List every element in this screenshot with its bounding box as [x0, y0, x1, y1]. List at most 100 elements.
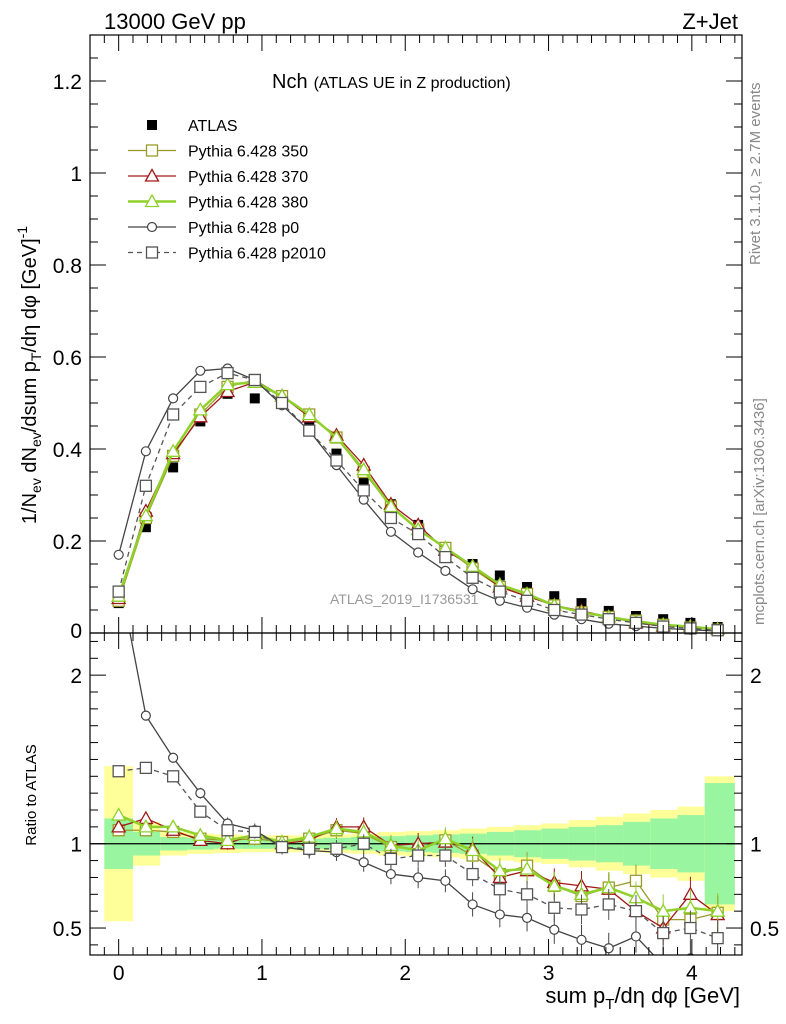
data-point	[684, 622, 697, 635]
data-point	[330, 454, 343, 467]
ratio-pythia-6-428-p2010	[112, 761, 724, 955]
rivet-version-label: Rivet 3.1.10, ≥ 2.7M events	[747, 83, 764, 266]
ratio-point	[194, 805, 207, 818]
ratio-point	[657, 926, 670, 940]
data-point	[467, 584, 478, 595]
legend-entry: Pythia 6.428 380	[128, 193, 308, 212]
ratio-point	[546, 878, 562, 892]
ratio-point	[713, 957, 722, 966]
ratio-point	[575, 903, 588, 916]
data-point	[356, 461, 372, 476]
ratio-point	[655, 903, 671, 917]
ratio-y-tick-label-right: 0.5	[750, 918, 779, 941]
data-point	[494, 570, 505, 581]
process-label: Z+Jet	[682, 9, 738, 34]
ratio-point	[710, 903, 726, 917]
legend-marker	[146, 221, 158, 233]
analysis-watermark: ATLAS_2019_I1736531	[330, 591, 479, 607]
ratio-point	[630, 931, 642, 942]
data-point	[165, 443, 181, 457]
ratio-y-tick-label: 0.5	[53, 918, 82, 941]
ratio-point	[519, 861, 535, 875]
data-point	[711, 624, 724, 637]
ratio-y-axis-label: Ratio to ATLAS	[23, 744, 40, 845]
legend-entry: Pythia 6.428 350	[128, 144, 308, 161]
x-axis-label: sum pT/dη dφ [GeV]	[545, 983, 740, 1013]
data-point	[357, 484, 370, 497]
x-tick-label: 1	[256, 962, 268, 985]
legend-entry: Pythia 6.428 p2010	[128, 246, 326, 263]
ratio-point	[140, 710, 151, 721]
data-point	[629, 616, 643, 630]
ratio-point	[466, 867, 479, 881]
ratio-point	[520, 888, 534, 901]
ratio-point	[219, 832, 236, 847]
data-point	[112, 585, 125, 598]
data-point	[411, 527, 425, 541]
x-tick-label: 3	[543, 962, 555, 985]
data-point	[140, 446, 151, 457]
x-tick-label: 0	[113, 962, 125, 985]
x-tick-label: 2	[399, 962, 411, 985]
ratio-point	[440, 875, 451, 886]
data-point	[493, 585, 506, 598]
legend-label: Pythia 6.428 p2010	[188, 246, 326, 263]
ratio-point	[385, 868, 397, 880]
ratio-point	[413, 872, 424, 883]
y-tick-label: 0.8	[53, 255, 82, 278]
data-point	[168, 462, 179, 473]
ratio-point	[111, 819, 127, 833]
ratio-point	[330, 842, 343, 855]
ratio-point	[684, 921, 697, 935]
legend-marker	[147, 120, 157, 130]
data-point	[303, 424, 316, 437]
data-point	[602, 613, 615, 626]
ratio-point	[492, 862, 508, 877]
legend-label: Pythia 6.428 p0	[188, 220, 299, 237]
plot-subtitle: (ATLAS UE in Z production)	[314, 75, 511, 92]
ratio-point	[603, 943, 614, 954]
ratio-point	[138, 819, 154, 833]
data-point	[549, 591, 560, 602]
data-point	[548, 603, 561, 617]
ratio-point	[303, 842, 316, 855]
data-point	[440, 565, 451, 577]
ratio-point	[139, 761, 153, 775]
ratio-point	[467, 899, 478, 910]
y-tick-label-zero: 0	[70, 620, 82, 643]
data-point	[385, 526, 397, 537]
data-point	[575, 608, 588, 621]
legend-label: Pythia 6.428 380	[188, 195, 308, 212]
main-panel: 0.2 0.4 0.6 0.8 1 1.2 0 Nch (ATLAS UE in Z prod…	[14, 34, 743, 643]
data-point	[249, 393, 260, 404]
data-point	[248, 373, 261, 387]
legend-marker	[144, 168, 160, 182]
data-point	[520, 594, 534, 607]
main-y-axis-label: 1/Nev dNev/dsum pT/dη dφ [GeV]-1	[14, 226, 44, 524]
legend-label: ATLAS	[188, 118, 238, 135]
energy-label: 13000 GeV pp	[104, 9, 246, 34]
legend: ATLAS Pythia 6.428 350 Pythia 6.428 370 Pyt…	[128, 118, 326, 263]
main-axes: 0.2 0.4 0.6 0.8 1 1.2 0	[53, 35, 742, 643]
ratio-point	[275, 840, 289, 854]
data-point	[194, 380, 207, 394]
ratio-point	[659, 961, 668, 970]
legend-label: Pythia 6.428 350	[188, 144, 308, 161]
data-point	[221, 366, 234, 380]
legend-label: Pythia 6.428 370	[188, 169, 308, 186]
ratio-point	[165, 819, 181, 833]
ratio-clipped-group	[111, 633, 726, 970]
data-point	[166, 408, 180, 421]
ratio-point	[328, 820, 345, 835]
legend-marker	[144, 193, 160, 208]
ratio-point	[168, 752, 179, 763]
ratio-point	[111, 807, 127, 821]
ratio-point	[195, 788, 206, 799]
data-point	[384, 511, 398, 525]
ratio-point	[602, 898, 615, 911]
data-point	[383, 498, 399, 513]
ratio-y-tick-label: 1	[70, 834, 82, 857]
ratio-point	[629, 905, 643, 918]
ratio-point	[166, 770, 180, 783]
